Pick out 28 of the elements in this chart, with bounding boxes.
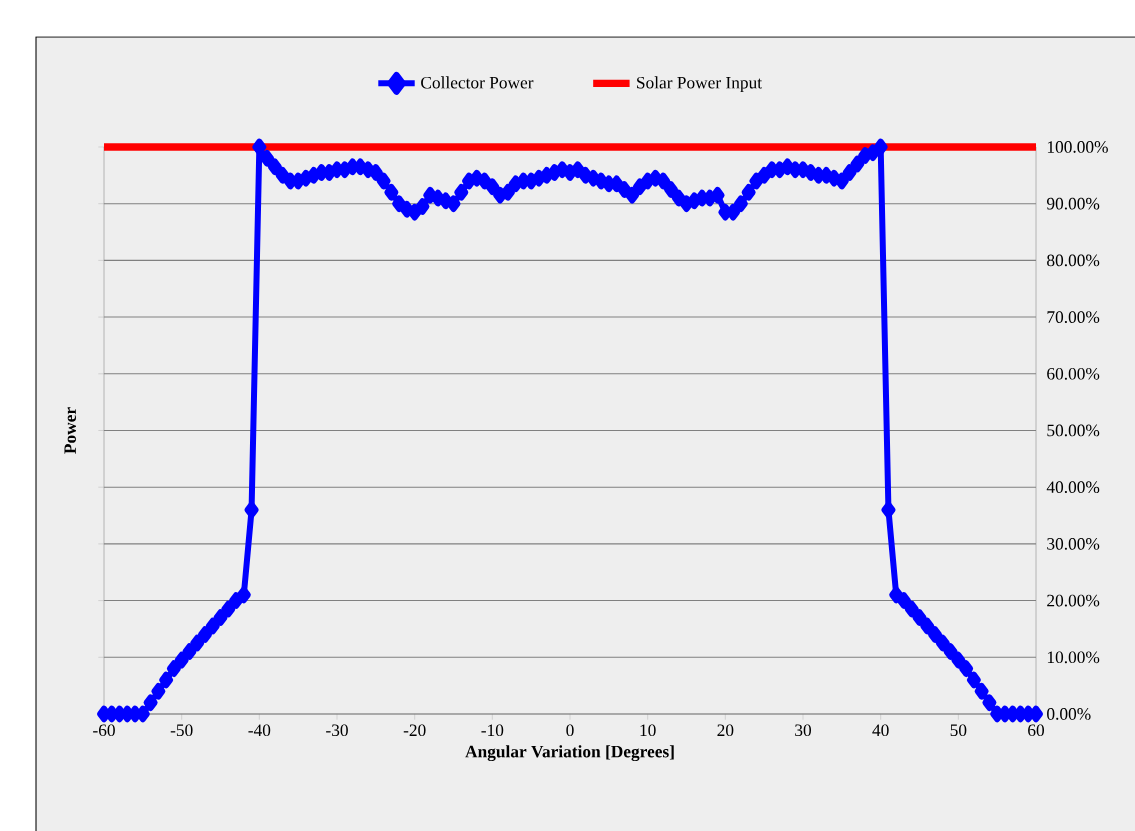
legend-label: Collector Power [421,76,534,89]
y-tick-label: 0.00% [1047,708,1091,720]
x-tick-label: 10 [640,724,656,737]
x-axis-title: Angular Variation [Degrees] [465,745,674,762]
x-tick-label: -20 [403,724,426,737]
x-tick-label: 50 [950,724,967,737]
y-tick-label: 10.00% [1047,651,1100,664]
x-tick-label: -60 [93,724,115,737]
x-tick-label: 40 [872,724,889,737]
y-tick-label: 90.00% [1046,197,1100,210]
x-tick-label: -50 [170,724,193,737]
y-axis-title: Power [64,407,76,454]
x-tick-label: -30 [326,724,348,737]
y-tick-label: 70.00% [1047,311,1100,323]
y-tick-label: 20.00% [1047,594,1100,607]
x-tick-label: 0 [566,724,574,737]
x-tick-label: -10 [481,724,504,737]
y-tick-label: 50.00% [1047,424,1100,437]
y-tick-label: 100.00% [1047,141,1108,153]
y-tick-label: 30.00% [1047,538,1100,550]
x-tick-label: 60 [1028,724,1045,737]
legend-label: Solar Power Input [637,76,762,93]
y-tick-label: 60.00% [1047,367,1100,380]
x-tick-label: -40 [248,724,271,737]
x-tick-label: 20 [717,724,734,737]
y-tick-label: 40.00% [1046,481,1100,494]
y-tick-label: 80.00% [1047,254,1100,267]
x-tick-label: 30 [795,724,812,737]
